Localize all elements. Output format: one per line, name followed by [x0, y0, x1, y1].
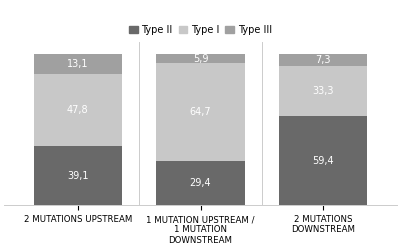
Bar: [156, 63, 245, 161]
Bar: [156, 161, 245, 205]
Bar: [156, 55, 245, 63]
Text: 13,1: 13,1: [67, 59, 89, 69]
Bar: [279, 116, 367, 205]
Bar: [34, 146, 122, 205]
Legend: Type II, Type I, Type III: Type II, Type I, Type III: [125, 21, 276, 39]
Text: 33,3: 33,3: [312, 86, 334, 96]
Text: 47,8: 47,8: [67, 105, 89, 115]
Text: 7,3: 7,3: [316, 55, 331, 65]
Bar: [279, 55, 367, 65]
Text: 39,1: 39,1: [67, 171, 89, 181]
Text: 64,7: 64,7: [190, 107, 211, 117]
Bar: [279, 65, 367, 116]
Text: 59,4: 59,4: [312, 156, 334, 166]
Bar: [34, 74, 122, 146]
Bar: [34, 55, 122, 74]
Text: 29,4: 29,4: [190, 178, 211, 188]
Text: 5,9: 5,9: [193, 54, 208, 64]
